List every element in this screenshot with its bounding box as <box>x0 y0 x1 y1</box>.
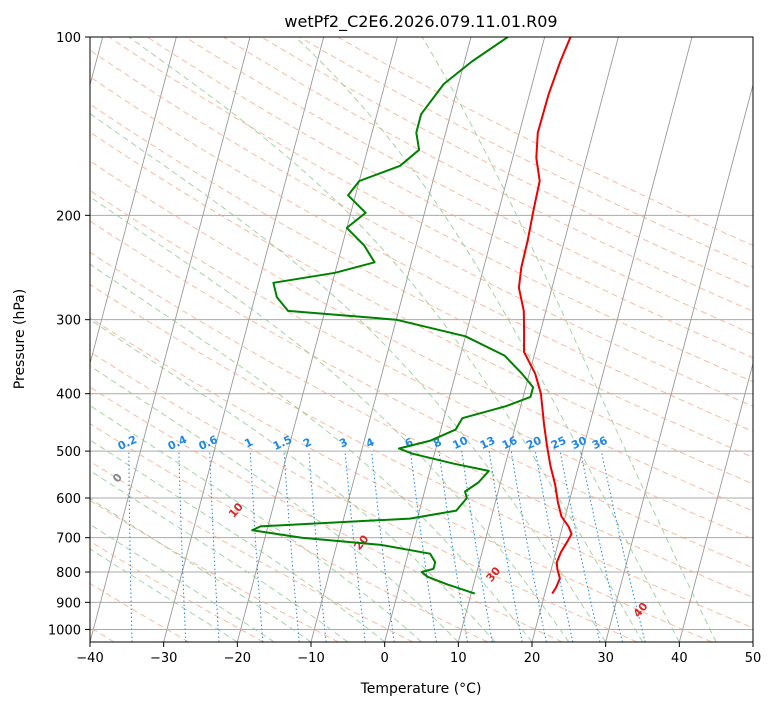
plot-area <box>90 37 753 642</box>
mixing-ratio-label: 20 <box>524 434 544 452</box>
moist-adiabat-line <box>90 404 422 642</box>
dry-adiabat-line <box>337 37 753 247</box>
y-tick-label: 200 <box>56 209 81 224</box>
y-tick-label: 700 <box>56 532 81 547</box>
isotherm-line <box>90 37 177 366</box>
y-tick-label: 1000 <box>48 623 81 638</box>
y-tick-label: 500 <box>56 445 81 460</box>
dry-adiabat-line <box>223 37 753 312</box>
mixing-ratio-lines <box>82 451 646 642</box>
x-tick-label: 50 <box>745 651 762 666</box>
mixing-ratio-label: 25 <box>549 434 568 452</box>
mixing-ratio-label: 0.1 <box>69 433 92 453</box>
moist-adiabat-line <box>90 196 570 642</box>
mixing-ratio-line <box>410 451 437 642</box>
x-tick-label: −10 <box>297 651 324 666</box>
dry-adiabat-line <box>90 49 753 407</box>
mixing-ratio-line <box>371 451 395 642</box>
dewpoint-profile <box>251 37 535 595</box>
mixing-ratio-line <box>344 451 366 642</box>
isotherm-line <box>236 37 398 642</box>
isotherm-line <box>678 361 753 642</box>
dry-adiabat-line <box>184 37 753 335</box>
dry-adiabat-line <box>146 37 753 359</box>
x-tick-label: 0 <box>381 651 389 666</box>
dry-adiabat-line <box>90 283 753 629</box>
y-tick-label: 600 <box>56 492 81 507</box>
x-axis-title: Temperature (°C) <box>360 681 482 697</box>
moist-adiabat-line <box>90 439 385 642</box>
mixing-ratio-label: 13 <box>478 434 497 452</box>
mixing-ratio-line <box>559 451 601 642</box>
background-grid <box>90 37 753 642</box>
dry-adiabat-line <box>299 37 753 268</box>
moist-adiabat-line <box>295 37 680 642</box>
x-tick-label: 30 <box>597 651 614 666</box>
mixing-ratio-line <box>580 451 623 642</box>
y-tick-label: 300 <box>56 314 81 329</box>
plot-frame <box>89 36 754 643</box>
chart-title: wetPf2_C2E6.2026.079.11.01.R09 <box>284 12 557 32</box>
dry-adiabat-line <box>90 351 638 642</box>
dry-adiabat-line <box>108 37 753 383</box>
y-axis: 100 200 300 400 500 600 700 800 900 1000 <box>48 31 90 638</box>
isotherm-line <box>531 37 693 642</box>
x-tick-label: −30 <box>150 651 177 666</box>
mixing-ratio-line <box>534 451 574 642</box>
x-tick-label: 10 <box>450 651 467 666</box>
dry-adiabat-line <box>90 460 414 642</box>
y-tick-label: 400 <box>56 388 81 403</box>
moist-adiabat-line <box>90 470 349 642</box>
dry-adiabat-line <box>261 37 753 290</box>
x-tick-label: 40 <box>671 651 688 666</box>
mixing-ratio-line <box>461 451 493 642</box>
isotherm-line <box>605 83 753 642</box>
mixing-ratio-label: 16 <box>500 434 520 452</box>
mixing-ratio-label: 30 <box>569 434 589 452</box>
dry-adiabat-label: −10 <box>2 438 28 465</box>
dry-adiabat-line <box>90 317 712 642</box>
mixing-ratio-line <box>510 451 547 642</box>
mixing-ratio-line <box>82 451 83 642</box>
mixing-ratio-label: 10 <box>451 434 471 452</box>
moist-adiabats <box>90 37 717 642</box>
moist-adiabat-line <box>90 319 496 642</box>
isotherm-line <box>752 640 753 642</box>
temperature-profile <box>517 37 573 595</box>
mixing-ratio-line <box>600 451 646 642</box>
y-axis-title: Pressure (hPa) <box>12 289 28 389</box>
moist-adiabat-line <box>90 497 312 642</box>
isotherm-line <box>457 37 619 642</box>
mixing-ratio-line <box>488 451 523 642</box>
mixing-ratio-line <box>438 451 468 642</box>
mixing-ratio-label: 36 <box>590 434 610 452</box>
isotherm-line <box>90 37 251 642</box>
x-tick-label: 20 <box>524 651 541 666</box>
profiles <box>251 37 573 595</box>
moist-adiabat-line <box>90 365 459 642</box>
x-axis: −40 −30 −20 −10 0 10 20 30 40 50 <box>76 642 761 666</box>
x-tick-label: −40 <box>76 651 103 666</box>
y-tick-label: 100 <box>56 31 81 46</box>
isotherm-line <box>163 37 325 642</box>
y-tick-label: 900 <box>56 596 81 611</box>
moist-adiabat-line <box>421 37 717 642</box>
y-tick-label: 800 <box>56 566 81 581</box>
dry-adiabat-line <box>90 220 753 569</box>
moist-adiabat-line <box>90 113 607 642</box>
isotherm-line <box>384 37 546 642</box>
x-tick-label: −20 <box>224 651 251 666</box>
moist-adiabat-line <box>90 263 533 642</box>
